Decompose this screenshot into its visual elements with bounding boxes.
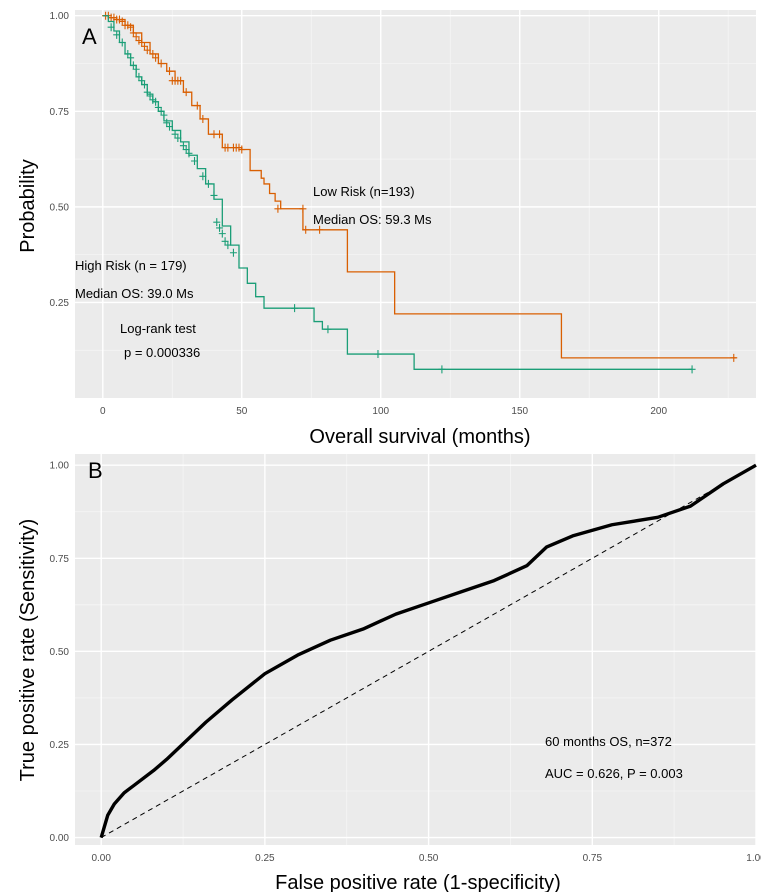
x-tick-label: 0	[100, 406, 106, 417]
roc-cohort-label: 60 months OS, n=372	[545, 734, 672, 749]
high-risk-censor-mark	[218, 229, 226, 238]
low-risk-censor-mark	[182, 88, 190, 97]
high-risk-median: Median OS: 39.0 Ms	[75, 286, 194, 301]
roc-gridlines	[75, 454, 757, 845]
roc-x-axis-title: False positive rate (1-specificity)	[275, 872, 561, 892]
high-risk-censor-mark	[204, 179, 212, 188]
high-risk-censor-mark	[160, 111, 168, 120]
km-plot-background	[75, 10, 756, 398]
y-tick-label: 0.75	[50, 554, 70, 565]
high-risk-censor-mark	[140, 80, 148, 89]
low-risk-censor-mark	[730, 353, 738, 362]
high-risk-censor-mark	[291, 304, 299, 313]
low-risk-censor-mark	[238, 145, 246, 154]
low-risk-label: Low Risk (n=193)	[313, 184, 415, 199]
logrank-p-value: p = 0.000336	[124, 345, 200, 360]
low-risk-censor-mark	[216, 130, 224, 139]
high-risk-censor-mark	[324, 325, 332, 334]
high-risk-censor-mark	[229, 248, 237, 257]
y-tick-label: 0.00	[50, 833, 70, 844]
x-tick-label: 100	[372, 406, 389, 417]
roc-plot: 0.00 0.25 0.50 0.75 1.00 0.00 0.25 0.50 0.75 1.00…	[17, 454, 761, 892]
high-risk-censor-mark	[152, 97, 160, 106]
x-tick-label: 1.00	[746, 853, 761, 864]
low-risk-censor-mark	[127, 23, 135, 32]
high-risk-censor-mark	[216, 223, 224, 232]
high-risk-label: High Risk (n = 179)	[75, 258, 187, 273]
low-risk-censor-mark	[302, 225, 310, 234]
x-tick-label: 0.50	[419, 853, 439, 864]
roc-y-axis-title: True positive rate (Sensitivity)	[17, 519, 39, 782]
km-plot: 0 50 100 150 200 0.25 0.50 0.75 1.00 A Low Risk …	[17, 10, 756, 448]
high-risk-censor-mark	[438, 365, 446, 374]
y-tick-label: 0.25	[50, 298, 70, 309]
low-risk-censor-mark	[193, 101, 201, 110]
x-tick-label: 50	[236, 406, 248, 417]
low-risk-censor-mark	[316, 225, 324, 234]
km-x-axis-title: Overall survival (months)	[309, 426, 530, 448]
roc-series	[99, 463, 757, 839]
km-gridlines	[75, 10, 756, 398]
high-risk-censor-mark	[127, 53, 135, 62]
high-risk-censor-mark	[118, 38, 126, 47]
high-risk-censor-mark	[213, 218, 221, 227]
panel-label-a: A	[82, 24, 97, 49]
y-tick-label: 0.25	[50, 740, 70, 751]
y-tick-label: 1.00	[50, 461, 70, 472]
high-risk-censor-mark	[199, 172, 207, 181]
roc-auc-label: AUC = 0.626, P = 0.003	[545, 766, 683, 781]
y-tick-label: 0.75	[50, 107, 70, 118]
roc-curve	[99, 463, 757, 839]
high-risk-censor-mark	[174, 134, 182, 143]
high-risk-censor-mark	[107, 23, 115, 32]
y-tick-label: 0.50	[50, 202, 70, 213]
roc-tick-labels: 0.00 0.25 0.50 0.75 1.00 0.00 0.25 0.50 0.75 1.00	[50, 461, 761, 864]
low-risk-censor-mark	[152, 53, 160, 62]
x-tick-label: 200	[650, 406, 667, 417]
low-risk-censor-mark	[199, 114, 207, 123]
high-risk-censor-mark	[191, 156, 199, 165]
low-risk-censor-mark	[166, 67, 174, 76]
high-risk-censor-mark	[210, 191, 218, 200]
high-risk-censor-mark	[132, 65, 140, 74]
low-risk-censor-mark	[157, 59, 165, 68]
high-risk-censor-mark	[374, 350, 382, 359]
low-risk-censor-mark	[143, 46, 151, 55]
x-tick-label: 150	[511, 406, 528, 417]
low-risk-median: Median OS: 59.3 Ms	[313, 212, 432, 227]
panel-label-b: B	[88, 458, 103, 483]
x-tick-label: 0.25	[255, 853, 275, 864]
logrank-test-label: Log-rank test	[120, 321, 196, 336]
high-risk-censor-mark	[688, 365, 696, 374]
km-y-axis-title: Probability	[17, 159, 39, 252]
km-series	[102, 11, 738, 374]
low-risk-censor-mark	[274, 204, 282, 213]
roc-plot-background	[75, 454, 756, 845]
y-tick-label: 0.50	[50, 647, 70, 658]
x-tick-label: 0.00	[91, 853, 111, 864]
high-risk-censor-mark	[166, 122, 174, 131]
low-risk-censor-mark	[177, 76, 185, 85]
high-risk-censor-mark	[113, 30, 121, 39]
y-tick-label: 1.00	[50, 11, 70, 22]
high-risk-censor-mark	[185, 149, 193, 158]
high-risk-censor-mark	[224, 241, 232, 250]
low-risk-censor-mark	[299, 204, 307, 213]
km-tick-labels: 0 50 100 150 200 0.25 0.50 0.75 1.00	[50, 11, 668, 417]
x-tick-label: 0.75	[583, 853, 603, 864]
